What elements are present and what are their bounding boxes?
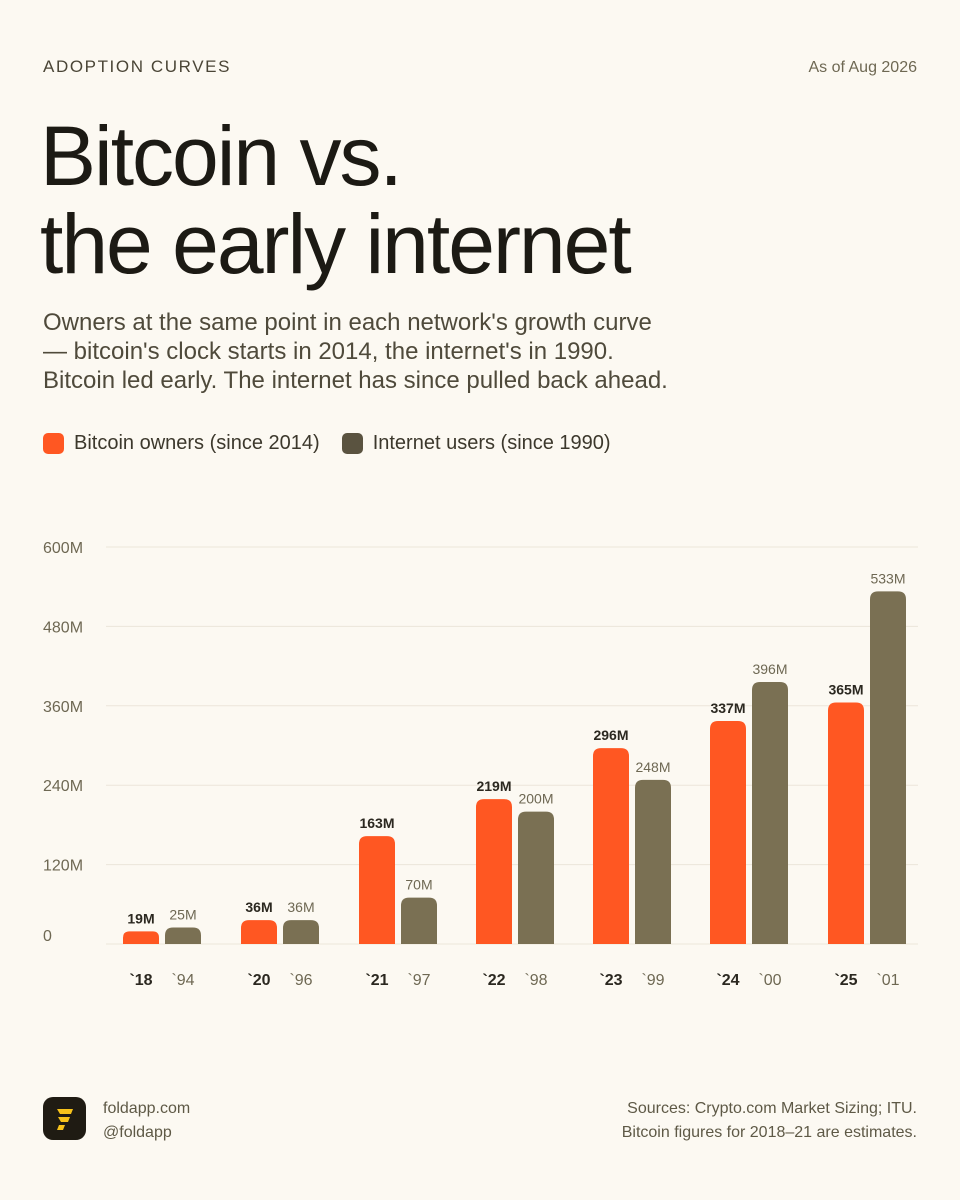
- sources-line-2: Bitcoin figures for 2018–21 are estimate…: [621, 1124, 917, 1141]
- x-tick-label-bitcoin: `21: [365, 972, 388, 989]
- bar-internet: [401, 897, 437, 944]
- legend-item-bitcoin: Bitcoin owners (since 2014): [43, 432, 320, 455]
- y-tick-label: 480M: [43, 619, 83, 636]
- data-label-bitcoin: 163M: [359, 815, 394, 831]
- title-line-1: Bitcoin vs.: [40, 109, 403, 203]
- data-label-bitcoin: 296M: [593, 727, 628, 743]
- data-label-internet: 248M: [635, 759, 670, 775]
- bar-bitcoin: [123, 931, 159, 944]
- data-label-internet: 36M: [287, 899, 314, 915]
- data-label-internet: 200M: [518, 791, 553, 807]
- subtitle-line-3: Bitcoin led early. The internet has sinc…: [43, 367, 668, 394]
- sources-line-1: Sources: Crypto.com Market Sizing; ITU.: [627, 1100, 917, 1117]
- fold-logo-mark: [57, 1109, 73, 1130]
- title-line-2: the early internet: [40, 197, 632, 291]
- data-label-internet: 396M: [752, 661, 787, 677]
- y-tick-label: 360M: [43, 699, 83, 716]
- y-tick-label: 240M: [43, 778, 83, 795]
- footer-sources: Sources: Crypto.com Market Sizing; ITU. …: [622, 1097, 917, 1145]
- y-tick-label: 0: [43, 928, 52, 945]
- subtitle: Owners at the same point in each network…: [43, 308, 763, 395]
- y-tick-label: 600M: [43, 540, 83, 557]
- subtitle-line-1: Owners at the same point in each network…: [43, 309, 652, 336]
- footer-site-link[interactable]: foldapp.com: [103, 1100, 191, 1117]
- bar-bitcoin: [593, 748, 629, 944]
- data-label-bitcoin: 36M: [245, 899, 272, 915]
- bar-bitcoin: [828, 702, 864, 944]
- data-label-internet: 533M: [870, 570, 905, 586]
- eyebrow-label: ADOPTION CURVES: [43, 57, 232, 76]
- bar-internet: [283, 920, 319, 944]
- bar-internet: [870, 591, 906, 944]
- subtitle-line-2: — bitcoin's clock starts in 2014, the in…: [43, 338, 614, 365]
- y-tick-label: 120M: [43, 858, 83, 875]
- x-tick-label-internet: `01: [876, 972, 899, 989]
- x-tick-label-bitcoin: `25: [834, 972, 857, 989]
- x-tick-label-internet: `97: [407, 972, 430, 989]
- x-tick-label-internet: `96: [289, 972, 312, 989]
- legend-label-bitcoin: Bitcoin owners (since 2014): [74, 432, 320, 454]
- bar-bitcoin: [359, 836, 395, 944]
- x-tick-label-internet: `94: [171, 972, 194, 989]
- x-tick-label-internet: `00: [758, 972, 781, 989]
- bar-bitcoin: [710, 721, 746, 944]
- bar-bitcoin: [241, 920, 277, 944]
- page-title: Bitcoin vs. the early internet: [40, 109, 632, 291]
- x-tick-label-bitcoin: `20: [247, 972, 270, 989]
- data-label-bitcoin: 19M: [127, 910, 154, 926]
- x-tick-label-bitcoin: `23: [599, 972, 622, 989]
- bar-internet: [635, 779, 671, 944]
- bar-chart: 0 120M 240M 360M 480M 600M 19M 25M `18 `94 36M 36M `…: [43, 540, 918, 989]
- bar-internet: [752, 681, 788, 944]
- footer-social-handle[interactable]: @foldapp: [103, 1124, 172, 1141]
- legend-swatch-internet: [341, 433, 363, 454]
- x-tick-label-bitcoin: `18: [129, 972, 152, 989]
- data-label-internet: 70M: [405, 877, 432, 893]
- bar-bitcoin: [476, 799, 512, 944]
- data-label-bitcoin: 365M: [828, 681, 863, 697]
- data-label-bitcoin: 337M: [710, 700, 745, 716]
- data-label-internet: 25M: [169, 906, 196, 922]
- x-tick-label-bitcoin: `24: [716, 972, 739, 989]
- legend-item-internet: Internet users (since 1990): [341, 432, 611, 455]
- data-label-bitcoin: 219M: [476, 778, 511, 794]
- as-of-date: As of Aug 2026: [808, 59, 917, 76]
- x-tick-label-bitcoin: `22: [482, 972, 505, 989]
- x-tick-label-internet: `98: [524, 972, 547, 989]
- x-tick-label-internet: `99: [641, 972, 664, 989]
- bar-internet: [518, 811, 554, 944]
- legend-label-internet: Internet users (since 1990): [372, 432, 611, 454]
- chart-legend: Bitcoin owners (since 2014) Internet use…: [43, 432, 611, 455]
- footer-handles: foldapp.com @foldapp: [103, 1097, 190, 1145]
- bar-internet: [165, 927, 201, 944]
- legend-swatch-bitcoin: [43, 433, 64, 454]
- fold-logo-icon: [43, 1097, 86, 1140]
